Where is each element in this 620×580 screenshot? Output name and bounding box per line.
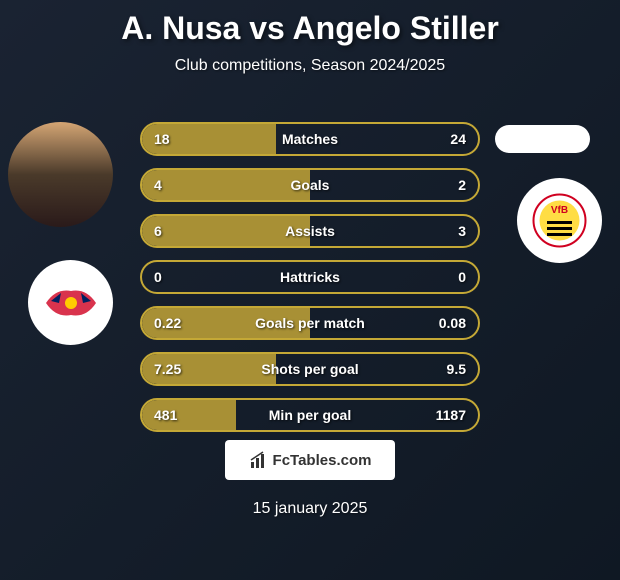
stat-value-right: 2: [458, 177, 466, 193]
stat-value-right: 3: [458, 223, 466, 239]
stat-row-matches: 18 Matches 24: [140, 122, 480, 156]
stat-label: Min per goal: [269, 407, 351, 423]
chart-icon: [249, 450, 269, 470]
stat-label: Goals: [291, 177, 330, 193]
branding-text: FcTables.com: [273, 452, 372, 469]
stat-value-left: 4: [154, 177, 162, 193]
stat-row-gpm: 0.22 Goals per match 0.08: [140, 306, 480, 340]
date-label: 15 january 2025: [253, 500, 368, 518]
stat-row-assists: 6 Assists 3: [140, 214, 480, 248]
club-right-badge: VfB: [517, 178, 602, 263]
stats-container: 18 Matches 24 4 Goals 2 6 Assists 3 0 Ha…: [140, 122, 480, 444]
stat-label: Shots per goal: [261, 361, 358, 377]
stat-value-right: 9.5: [447, 361, 466, 377]
vfb-stuttgart-icon: VfB: [532, 193, 587, 248]
stat-value-right: 24: [450, 131, 466, 147]
stat-label: Matches: [282, 131, 338, 147]
club-left-badge: [28, 260, 113, 345]
stat-row-hattricks: 0 Hattricks 0: [140, 260, 480, 294]
stat-bar-left: [142, 170, 310, 200]
comparison-title: A. Nusa vs Angelo Stiller: [0, 0, 620, 47]
stat-value-left: 6: [154, 223, 162, 239]
stat-row-goals: 4 Goals 2: [140, 168, 480, 202]
stat-value-right: 0.08: [439, 315, 466, 331]
stat-value-left: 0: [154, 269, 162, 285]
stat-label: Hattricks: [280, 269, 340, 285]
stat-value-left: 481: [154, 407, 177, 423]
stat-row-spg: 7.25 Shots per goal 9.5: [140, 352, 480, 386]
stat-label: Assists: [285, 223, 335, 239]
stat-label: Goals per match: [255, 315, 365, 331]
stat-row-mpg: 481 Min per goal 1187: [140, 398, 480, 432]
player-right-avatar: [495, 125, 590, 153]
player-left-avatar: [8, 122, 113, 227]
stat-value-left: 7.25: [154, 361, 181, 377]
stat-value-left: 0.22: [154, 315, 181, 331]
rb-leipzig-icon: [41, 283, 101, 323]
svg-text:VfB: VfB: [551, 205, 568, 216]
branding-logo[interactable]: FcTables.com: [225, 440, 395, 480]
season-subtitle: Club competitions, Season 2024/2025: [0, 57, 620, 75]
stat-value-left: 18: [154, 131, 170, 147]
stat-value-right: 1187: [436, 407, 466, 423]
stat-value-right: 0: [458, 269, 466, 285]
